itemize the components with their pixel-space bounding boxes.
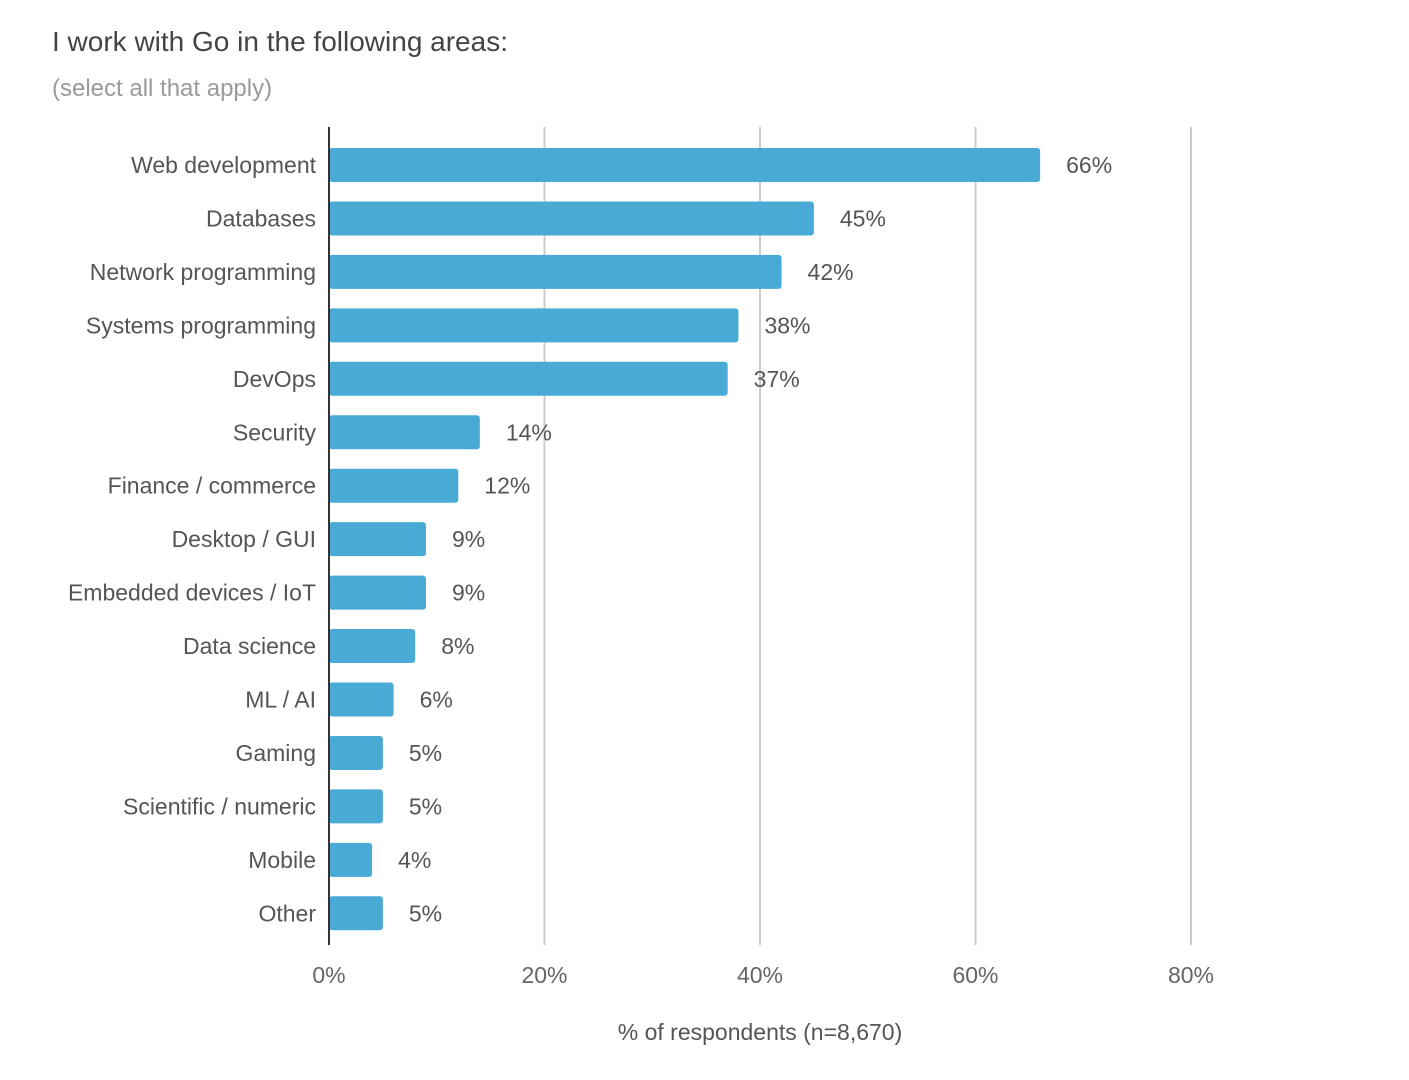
bar <box>329 254 782 289</box>
x-tick-label: 0% <box>312 962 345 988</box>
category-label: Other <box>258 900 316 926</box>
bar <box>329 896 383 931</box>
value-label: 66% <box>1066 152 1112 178</box>
value-label: 9% <box>452 526 485 552</box>
bar <box>329 308 739 343</box>
category-label: Desktop / GUI <box>172 526 316 552</box>
value-label: 38% <box>764 312 810 338</box>
category-label: Data science <box>183 633 316 659</box>
value-label: 37% <box>754 366 800 392</box>
value-label: 4% <box>398 847 431 873</box>
value-label: 9% <box>452 580 485 606</box>
category-label: Mobile <box>248 847 316 873</box>
bar <box>329 682 394 717</box>
category-label: Finance / commerce <box>108 473 316 499</box>
category-label: Databases <box>206 205 316 231</box>
bar <box>329 201 814 236</box>
value-label: 5% <box>409 900 442 926</box>
labels: 0% 20% 40% 60% 80% Web development 66% Database… <box>68 152 1214 988</box>
bar <box>329 575 426 610</box>
value-label: 6% <box>420 687 453 713</box>
chart-subtitle: (select all that apply) <box>52 75 273 102</box>
bar <box>329 789 383 824</box>
x-tick-label: 20% <box>521 962 567 988</box>
value-label: 42% <box>808 259 854 285</box>
grid-lines <box>543 127 1192 945</box>
category-label: Security <box>233 419 317 445</box>
bar <box>329 361 728 396</box>
bar <box>329 735 383 770</box>
x-axis-label: % of respondents (n=8,670) <box>618 1019 903 1045</box>
value-label: 14% <box>506 419 552 445</box>
bar <box>329 842 373 877</box>
value-label: 5% <box>409 793 442 819</box>
bar <box>329 522 426 557</box>
value-label: 5% <box>409 740 442 766</box>
bars <box>329 148 1041 931</box>
category-label: Scientific / numeric <box>123 793 316 819</box>
category-label: Embedded devices / IoT <box>68 580 316 606</box>
category-label: Gaming <box>235 740 316 766</box>
x-tick-label: 80% <box>1168 962 1214 988</box>
value-label: 45% <box>840 205 886 231</box>
value-label: 12% <box>484 473 530 499</box>
chart-title: I work with Go in the following areas: <box>52 26 508 57</box>
bar <box>329 415 480 450</box>
bar <box>329 148 1041 182</box>
category-label: Web development <box>131 152 317 178</box>
x-tick-label: 60% <box>952 962 998 988</box>
category-label: ML / AI <box>245 687 316 713</box>
category-label: Systems programming <box>86 312 316 338</box>
bar <box>329 629 416 664</box>
category-label: DevOps <box>233 366 316 392</box>
category-label: Network programming <box>90 259 316 285</box>
bar <box>329 468 459 503</box>
value-label: 8% <box>441 633 474 659</box>
x-tick-label: 40% <box>737 962 783 988</box>
